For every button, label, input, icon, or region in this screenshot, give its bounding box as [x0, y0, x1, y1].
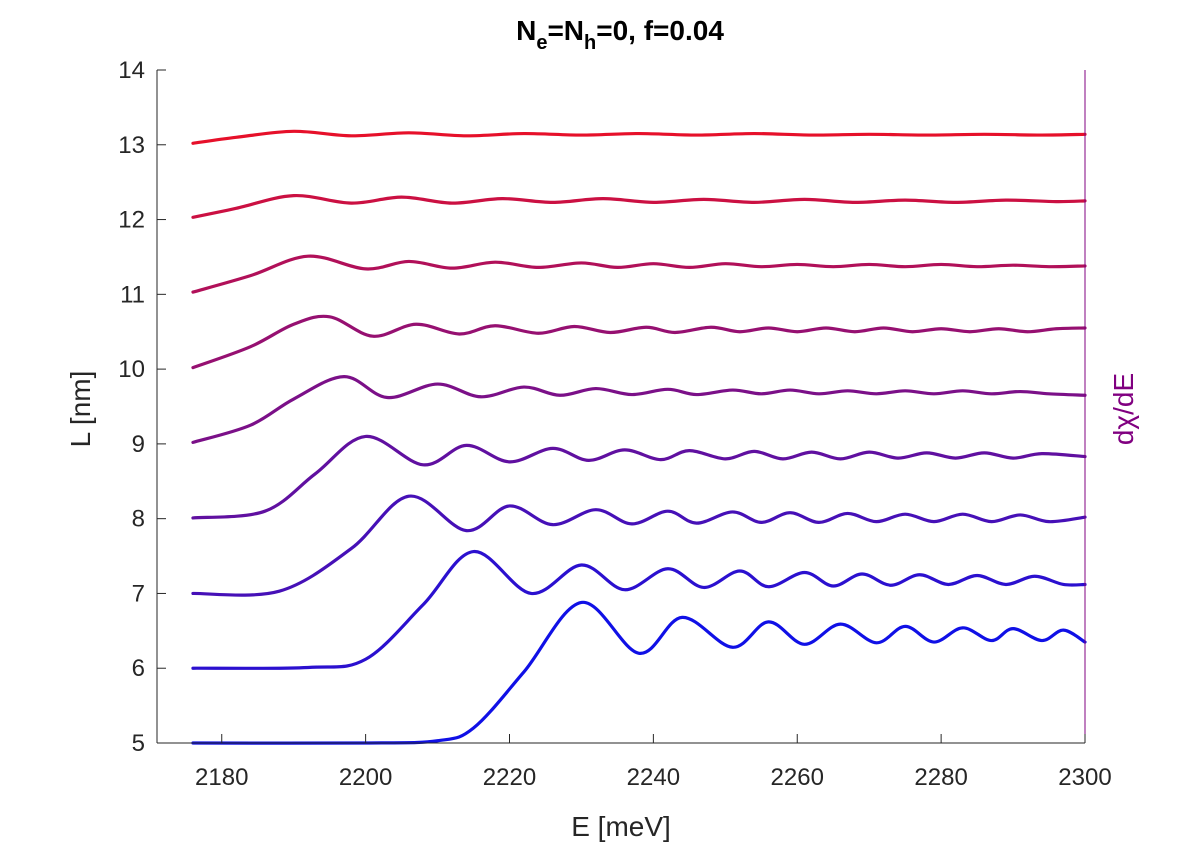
series-line-L9 — [191, 374, 1087, 444]
y-tick-label: 14 — [118, 57, 145, 84]
y-ticks: 5 6 7 8 9 10 11 12 13 14 — [118, 57, 166, 757]
series-line-L7 — [191, 494, 1087, 597]
chart-title: Ne=Nh=0, f=0.04 — [516, 15, 724, 54]
title-subscript: h — [584, 32, 596, 54]
x-tick-label: 2260 — [771, 764, 824, 791]
y-tick-label: 13 — [118, 132, 145, 159]
title-part: =N — [547, 15, 584, 46]
title-subscript: e — [536, 32, 547, 54]
title-part: N — [516, 15, 536, 46]
y-tick-label: 10 — [118, 356, 145, 383]
series-line-L5 — [191, 600, 1087, 745]
series-line-L12 — [191, 194, 1087, 219]
x-axis-label: E [meV] — [571, 811, 671, 842]
y-tick-label: 9 — [132, 431, 145, 458]
y-tick-label: 11 — [120, 281, 145, 308]
series-line-L8 — [191, 434, 1087, 520]
y-tick-label: 12 — [118, 207, 145, 234]
x-tick-label: 2280 — [914, 764, 967, 791]
x-tick-label: 2200 — [339, 764, 392, 791]
x-tick-label: 2240 — [627, 764, 680, 791]
x-ticks: 2180 2200 2220 2240 2260 2280 2300 — [195, 734, 1112, 791]
y-axis-label: L [nm] — [65, 371, 96, 448]
series-line-L10 — [191, 314, 1087, 370]
series-line-L13 — [191, 129, 1087, 145]
right-axis-label: dχ/dE — [1108, 373, 1139, 445]
y-tick-label: 7 — [132, 580, 145, 607]
series-group — [191, 129, 1087, 745]
y-tick-label: 8 — [132, 506, 145, 533]
title-part: =0, f=0.04 — [596, 15, 724, 46]
series-line-L11 — [191, 254, 1087, 294]
x-tick-label: 2180 — [195, 764, 248, 791]
x-tick-label: 2220 — [483, 764, 536, 791]
x-tick-label: 2300 — [1058, 764, 1111, 791]
series-line-L6 — [191, 549, 1087, 670]
y-tick-label: 5 — [132, 730, 145, 757]
y-tick-label: 6 — [132, 655, 145, 682]
